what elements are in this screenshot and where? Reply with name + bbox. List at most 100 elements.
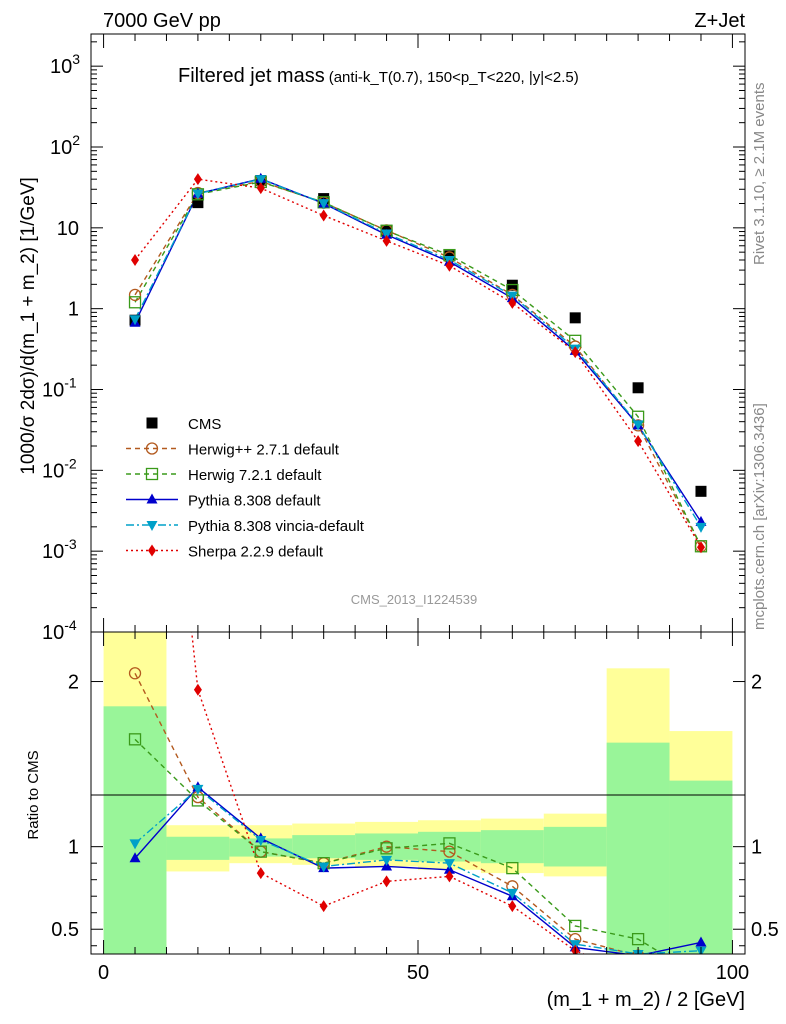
- data-point-herwig-7-2-1-default-5: [128, 296, 142, 309]
- ratio-line-herwig-7-2-1-default: [134, 738, 665, 954]
- rivet-label: Rivet 3.1.10, ≥ 2.1M events: [751, 83, 768, 266]
- data-point-pythia-8-308-vincia-default-65: [506, 291, 518, 302]
- data-point-cms-65: [506, 279, 518, 291]
- ratio-line-herwig-2-7-1-default: [134, 672, 635, 954]
- legend-label: Herwig 7.2.1 default: [188, 467, 322, 484]
- data-point-pythia-8-308-vincia-default-85: [632, 420, 644, 431]
- legend-label: CMS: [188, 416, 221, 433]
- ratio-point-sherpa-2-2-9-default-85: [634, 969, 642, 981]
- legend-marker: [146, 417, 158, 429]
- ratio-point-pythia-8-308-vincia-default-35: [318, 862, 330, 873]
- legend-marker: [146, 521, 158, 531]
- legend-marker: [145, 467, 159, 481]
- legend-item-herwig-7-2-1-default: Herwig 7.2.1 default: [126, 467, 322, 484]
- data-point-sherpa-2-2-9-default-85: [634, 435, 643, 448]
- ratio-point-pythia-8-308-vincia-default-65: [506, 888, 518, 899]
- legend-item-sherpa-2-2-9-default: Sherpa 2.2.9 default: [126, 544, 324, 561]
- y-tick-label: 10-4: [42, 617, 77, 644]
- x-tick-label: 100: [716, 962, 749, 984]
- data-point-sherpa-2-2-9-default-55: [445, 259, 454, 272]
- y-tick-label: 102: [50, 132, 80, 159]
- band-stat-bin: [480, 830, 544, 864]
- band-stat-bin: [543, 826, 607, 867]
- chart-title-main: Filtered jet mass: [178, 65, 325, 87]
- chart-title-sub: (anti-k_T(0.7), 150<p_T<220, |y|<2.5): [329, 69, 579, 86]
- y-tick-label: 10: [57, 218, 79, 240]
- data-point-sherpa-2-2-9-default-45: [382, 234, 391, 247]
- ratio-point-sherpa-2-2-9-default-45: [382, 875, 391, 888]
- ratio-point-sherpa-2-2-9-default-65: [508, 900, 517, 913]
- x-tick-label: 50: [407, 962, 429, 984]
- data-point-sherpa-2-2-9-default-25: [256, 182, 265, 195]
- legend-item-pythia-8-308-default: Pythia 8.308 default: [126, 493, 321, 510]
- ratio-point-herwig-2-7-1-default-55: [443, 845, 456, 858]
- legend-marker: [146, 493, 158, 504]
- ratio-point-herwig-2-7-1-default-95: [695, 972, 706, 983]
- y-tick-label: 10-2: [42, 455, 77, 482]
- ratio-point-herwig-7-2-1-default-15: [191, 794, 205, 807]
- ratio-point-sherpa-2-2-9-default-95: [697, 973, 705, 985]
- header-energy: 7000 GeV pp: [103, 10, 221, 32]
- legend-label: Herwig++ 2.7.1 default: [188, 442, 340, 459]
- mcplots-label: mcplots.cern.ch [arXiv:1306.3436]: [751, 403, 768, 630]
- data-point-sherpa-2-2-9-default-5: [131, 254, 140, 267]
- ratio-point-herwig-7-2-1-default-75: [569, 919, 582, 933]
- legend-marker: [148, 544, 156, 557]
- ratio-point-herwig-7-2-1-default-55: [443, 837, 456, 850]
- data-point-sherpa-2-2-9-default-15: [193, 173, 202, 186]
- data-point-cms-85: [632, 382, 644, 394]
- ratio-point-sherpa-2-2-9-default-35: [319, 900, 328, 913]
- ratio-point-sherpa-2-2-9-default-55: [445, 870, 454, 883]
- band-stat-bin: [669, 780, 733, 954]
- ratio-y-tick-label-left: 0.5: [51, 919, 79, 941]
- band-stat-bin: [606, 742, 670, 954]
- chart-title: Filtered jet mass (anti-k_T(0.7), 150<p_T…: [178, 65, 579, 87]
- header-process: Z+Jet: [694, 10, 745, 32]
- xlabel: (m_1 + m_2) / 2 [GeV]: [547, 989, 745, 1011]
- data-point-herwig-2-7-1-default-5: [128, 288, 142, 302]
- ratio-y-tick-label-right: 0.5: [751, 919, 779, 941]
- series-line-pythia-8-308-vincia-default: [134, 178, 702, 528]
- main-axis-ticks: 10-4 10-3 10-2 10-1 1 10 102 103: [42, 34, 745, 644]
- main-series-markers: [128, 172, 708, 554]
- series-line-sherpa-2-2-9-default: [134, 178, 702, 548]
- ratio-y-tick-label-left: 1: [68, 837, 79, 859]
- ratio-point-herwig-7-2-1-default-45: [380, 842, 393, 855]
- data-point-sherpa-2-2-9-default-75: [571, 346, 580, 359]
- ratio-point-herwig-7-2-1-default-5: [128, 733, 142, 746]
- data-point-cms-95: [695, 485, 707, 497]
- main-series-lines: [134, 177, 702, 548]
- band-stat-bin: [103, 706, 167, 954]
- ratio-point-herwig-7-2-1-default-25: [254, 845, 267, 858]
- main-frame: [90, 33, 746, 633]
- series-line-herwig-7-2-1-default: [134, 181, 702, 547]
- data-point-sherpa-2-2-9-default-35: [319, 209, 328, 222]
- y-tick-label: 103: [50, 51, 80, 78]
- ratio-point-pythia-8-308-default-5: [129, 852, 141, 863]
- band-stat-bin: [229, 838, 293, 857]
- ratio-y-tick-label-left: 2: [68, 672, 79, 694]
- ratio-series-markers: [128, 667, 707, 985]
- ratio-y-tick-label-right: 2: [751, 672, 762, 694]
- y-tick-label: 1: [68, 299, 79, 321]
- band-stat-bin: [292, 835, 356, 859]
- band-stat-bin: [166, 836, 230, 860]
- ratio-point-pythia-8-308-vincia-default-55: [443, 859, 455, 870]
- legend-label: Pythia 8.308 vincia-default: [188, 518, 365, 535]
- legend-label: Sherpa 2.2.9 default: [188, 544, 324, 561]
- series-line-herwig-2-7-1-default: [134, 180, 702, 547]
- ratio-point-pythia-8-308-vincia-default-45: [381, 855, 393, 866]
- legend: CMS Herwig++ 2.7.1 default Herwig 7.2.1 de…: [126, 416, 365, 561]
- legend-label: Pythia 8.308 default: [188, 493, 321, 510]
- ratio-point-pythia-8-308-vincia-default-15: [192, 784, 204, 795]
- data-point-pythia-8-308-vincia-default-35: [318, 199, 330, 210]
- x-tick-label: 0: [98, 962, 109, 984]
- legend-item-cms: CMS: [146, 416, 221, 433]
- legend-marker: [145, 442, 159, 455]
- ratio-point-pythia-8-308-default-95: [695, 936, 707, 947]
- y-tick-label: 10-1: [42, 375, 77, 402]
- data-point-pythia-8-308-vincia-default-45: [381, 229, 393, 240]
- data-point-pythia-8-308-vincia-default-15: [192, 189, 204, 200]
- ratio-ylabel: Ratio to CMS: [25, 750, 42, 839]
